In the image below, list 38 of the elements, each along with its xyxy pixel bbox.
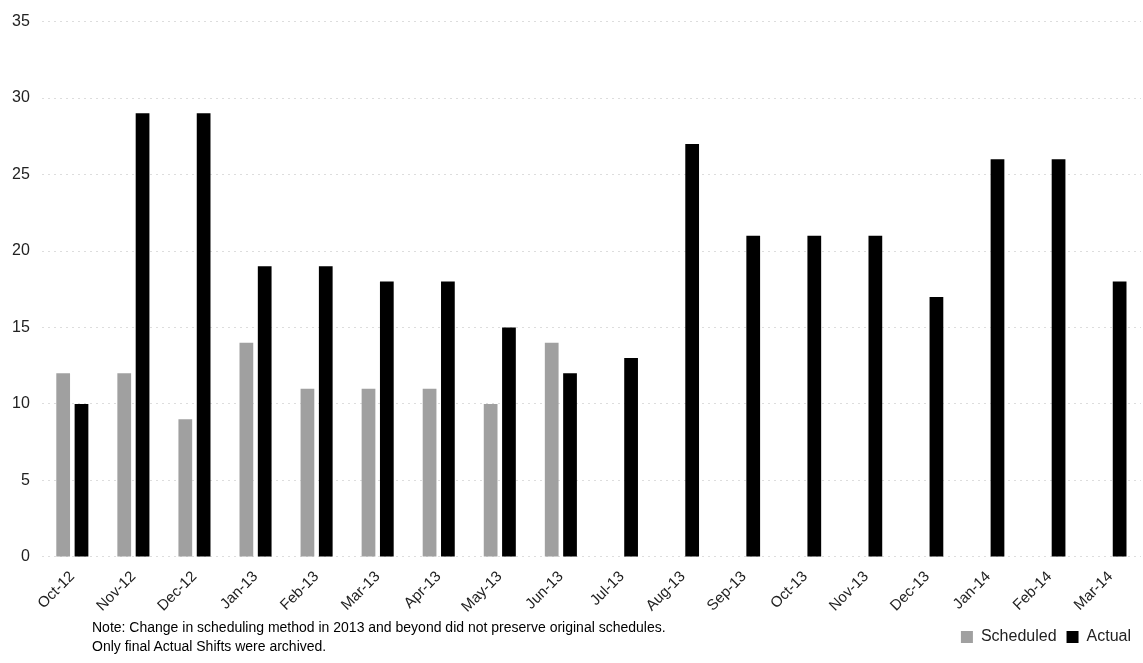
bar <box>483 403 498 557</box>
bar <box>300 388 315 557</box>
bar <box>441 281 455 557</box>
legend-label: Scheduled <box>980 627 1057 645</box>
bar <box>563 373 577 557</box>
y-tick-label: 25 <box>12 164 30 182</box>
y-tick-label: 30 <box>12 88 30 106</box>
bar <box>361 388 376 557</box>
bar <box>56 373 71 557</box>
bar <box>746 235 761 557</box>
bar <box>1112 281 1127 557</box>
bar <box>990 159 1005 557</box>
bar <box>196 113 211 557</box>
y-tick-label: 5 <box>20 470 30 488</box>
bar <box>379 281 394 557</box>
bar <box>239 342 254 557</box>
bar <box>178 419 193 557</box>
legend-label: Actual <box>1086 627 1131 645</box>
bar <box>685 143 700 557</box>
bar <box>544 342 559 557</box>
bar <box>929 296 944 557</box>
bar <box>807 235 822 557</box>
bar <box>135 113 150 557</box>
bar <box>502 327 516 557</box>
y-tick-label: 15 <box>12 317 30 335</box>
y-tick-label: 0 <box>20 547 30 565</box>
y-tick-label: 35 <box>12 12 30 30</box>
y-tick-label: 10 <box>12 394 30 412</box>
bar <box>868 235 883 557</box>
bar <box>74 403 89 557</box>
bar <box>318 266 333 557</box>
bar <box>1051 159 1066 557</box>
bar <box>624 358 638 557</box>
bar <box>117 373 132 557</box>
bar <box>422 388 437 557</box>
y-tick-label: 20 <box>12 241 30 259</box>
text: Note: Change in scheduling method in 2013 and beyond did not preserve original schedules. Only final Actual Shifts were archived. <box>92 618 692 656</box>
bar <box>257 266 272 557</box>
